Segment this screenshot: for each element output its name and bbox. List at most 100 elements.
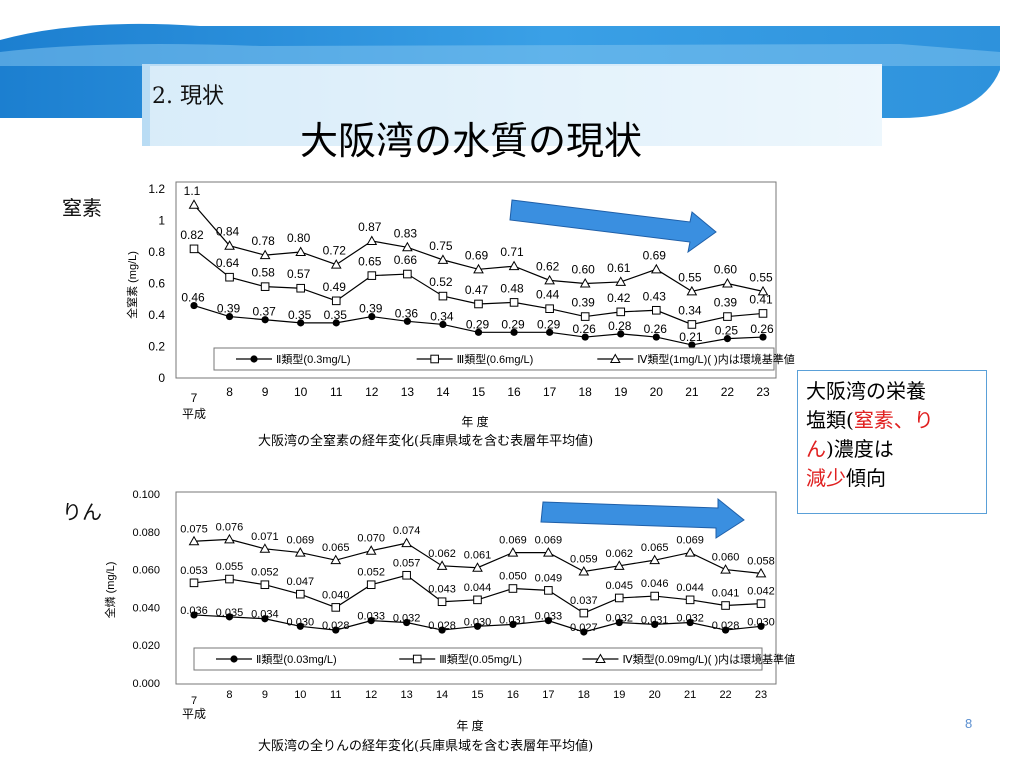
data-point-marker (437, 254, 449, 264)
x-tick-label: 21 (684, 689, 696, 701)
section-heading: 2. 現状 (152, 84, 224, 109)
data-point-marker (225, 272, 234, 282)
data-point-marker (366, 235, 378, 245)
nitrogen-caption: 大阪湾の全窒素の経年変化(兵庫県域を含む表層年平均値) (258, 434, 594, 449)
data-label: 0.26 (573, 322, 597, 336)
data-label: 0.052 (357, 567, 385, 579)
data-point-marker (402, 570, 411, 580)
data-label: 0.34 (430, 309, 454, 323)
data-label: 0.044 (676, 582, 704, 594)
data-label: 0.60 (572, 263, 596, 277)
x-tick-label: 14 (436, 689, 448, 701)
data-point-marker (614, 593, 624, 603)
y-tick-label: 0.040 (132, 602, 160, 614)
data-label: 0.058 (747, 555, 775, 567)
y-tick-label: 0.100 (132, 489, 160, 501)
data-label: 0.053 (180, 565, 208, 577)
data-point-marker (332, 626, 340, 634)
trend-arrow-icon (540, 497, 745, 539)
data-label: 0.028 (712, 620, 740, 632)
data-point-marker (544, 617, 552, 625)
x-tick-label: 13 (401, 689, 413, 701)
data-point-marker (403, 317, 411, 325)
y-tick-label: 0.060 (132, 565, 160, 577)
data-label: 0.55 (749, 270, 773, 284)
data-point-marker (652, 333, 660, 341)
data-label: 0.044 (464, 582, 492, 594)
data-point-marker (225, 312, 234, 321)
data-point-marker (755, 567, 767, 578)
data-point-marker (509, 298, 519, 307)
data-label: 0.84 (216, 225, 240, 239)
data-point-marker (366, 580, 376, 590)
data-label: 0.050 (499, 571, 527, 583)
x-axis-label: 年 度 (461, 414, 488, 429)
data-point-marker (189, 578, 199, 588)
data-label: 0.074 (393, 525, 421, 537)
x-tick-label: 9 (262, 689, 268, 701)
data-point-marker (472, 562, 483, 572)
legend-label: Ⅲ類型(0.05mg/L) (439, 652, 522, 666)
data-label: 0.43 (643, 289, 667, 303)
data-point-marker (474, 328, 483, 336)
data-label: 0.032 (605, 613, 633, 625)
data-label: 0.80 (287, 231, 311, 245)
data-point-marker (507, 547, 519, 557)
data-point-marker (188, 535, 200, 546)
data-point-marker (580, 628, 588, 636)
data-label: 0.48 (500, 281, 524, 295)
data-point-marker (652, 305, 661, 315)
data-point-marker (438, 626, 446, 634)
data-point-marker (757, 622, 765, 630)
data-point-marker (757, 285, 769, 296)
x-tick-label: 13 (401, 385, 415, 399)
x-tick-label: 22 (719, 689, 731, 701)
data-point-marker (510, 328, 518, 336)
note-line-2: 塩類(窒素、り (806, 408, 934, 432)
data-label: 0.26 (750, 322, 774, 336)
x-tick-label: 15 (472, 385, 486, 399)
y-tick-label: 0.6 (148, 277, 165, 291)
x-tick-label: 15 (471, 689, 483, 701)
data-point-marker (581, 333, 589, 341)
data-point-marker (758, 309, 768, 318)
note-line-1: 大阪湾の栄養 (806, 379, 926, 403)
data-label: 0.65 (358, 255, 382, 269)
data-point-marker (402, 241, 413, 252)
era-label: 平成 (182, 407, 206, 421)
data-label: 0.83 (394, 226, 418, 240)
data-label: 0.035 (216, 607, 244, 619)
data-point-marker (367, 617, 375, 625)
x-tick-label: 18 (579, 385, 593, 399)
data-point-marker (651, 620, 659, 629)
data-label: 0.060 (712, 552, 740, 564)
data-point-marker (225, 613, 234, 621)
data-point-marker (261, 615, 269, 623)
y-axis-label: 全窒素 (mg/L) (125, 251, 139, 319)
data-point-marker (401, 537, 412, 548)
y-tick-label: 0.2 (148, 340, 165, 354)
data-point-marker (687, 320, 697, 329)
data-label: 0.78 (251, 234, 275, 248)
data-label: 0.66 (394, 253, 418, 267)
y-tick-label: 0.8 (148, 245, 165, 259)
x-tick-label: 14 (436, 385, 450, 399)
data-point-marker (723, 335, 732, 343)
phosphorus-label: りん (62, 500, 102, 524)
data-label: 0.069 (676, 535, 704, 547)
y-tick-label: 0.020 (132, 640, 160, 652)
data-label: 0.28 (608, 319, 632, 333)
x-tick-label: 12 (365, 385, 379, 399)
data-point-marker (543, 547, 554, 557)
legend-marker (230, 655, 238, 663)
x-tick-label: 16 (507, 385, 521, 399)
data-point-marker (723, 312, 732, 321)
data-label: 0.065 (641, 542, 669, 554)
legend-marker (609, 353, 621, 363)
data-point-marker (650, 263, 662, 274)
data-point-marker (684, 547, 696, 557)
y-tick-label: 1 (158, 214, 165, 228)
x-tick-label: 19 (613, 689, 625, 701)
trend-note-box: 大阪湾の栄養 塩類(窒素、り ん)濃度は 減少傾向 (797, 370, 987, 514)
y-tick-label: 1.2 (148, 182, 165, 196)
